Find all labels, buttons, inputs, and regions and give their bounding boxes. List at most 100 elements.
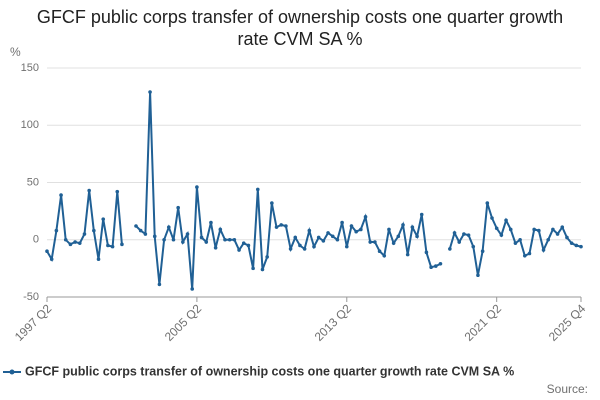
point [499,233,504,237]
point [195,185,199,189]
point [316,235,321,240]
point [106,243,110,248]
point [148,90,152,94]
point [373,240,377,244]
point [115,189,120,194]
point [340,220,344,225]
point [349,224,354,228]
point [476,273,480,278]
point [209,220,213,225]
point [569,241,574,245]
point [274,225,279,229]
point [415,234,419,239]
point [279,223,284,227]
point [522,253,527,258]
point [213,245,218,250]
point [298,243,302,248]
point [391,241,396,245]
point [232,237,237,242]
point [513,241,518,245]
point [574,243,579,248]
y-tick-label: -50 [23,291,39,303]
point [307,228,312,233]
point [77,241,82,245]
point [87,188,91,193]
point [302,247,307,251]
x-tick-label: 2013 Q2 [312,301,355,344]
point [335,237,340,242]
x-tick-label: 2025 Q4 [546,301,589,344]
legend-marker [9,369,15,375]
x-tick-label: 2005 Q2 [162,301,205,344]
point [96,257,101,262]
point [218,227,223,232]
point [448,247,452,251]
point [527,251,532,256]
point [120,242,124,247]
point [82,232,87,236]
y-tick-label: 100 [21,119,39,131]
point [504,218,508,223]
point [138,228,143,233]
point [326,231,330,235]
point [551,227,555,232]
point [204,240,209,244]
point [59,193,63,197]
point [171,237,176,242]
point [237,248,241,252]
point [363,215,368,219]
point [260,267,265,272]
point [176,205,180,210]
point [424,250,429,255]
point [433,264,438,268]
series-line [46,91,582,290]
point [565,235,569,240]
point [288,247,293,251]
point [466,233,471,237]
point [157,282,162,287]
point [401,223,405,227]
point [494,226,499,231]
point [162,237,166,242]
point [241,241,246,245]
source: Source: [547,382,588,396]
point [251,266,255,271]
point [579,244,583,249]
y-tick-label: 50 [27,176,39,188]
x-tick-label: 2021 Q2 [462,301,505,344]
point [452,231,457,235]
y-tick-label: 0 [33,234,39,246]
point [152,234,157,239]
point [68,242,73,247]
chart-title: GFCF public corps transfer of ownership … [36,7,564,49]
point [293,235,298,240]
point [508,227,513,232]
point [377,249,382,253]
point [227,237,232,242]
point [546,237,551,242]
point [223,237,227,242]
point [199,235,204,240]
point [537,228,541,233]
point [185,232,190,236]
point [54,228,59,233]
y-axis-label: % [10,45,21,59]
point [63,237,68,242]
point [541,248,546,252]
point [490,216,494,220]
point [405,252,410,257]
point [246,243,251,248]
point [181,240,185,244]
point [49,257,54,262]
point [560,225,565,229]
point [387,227,391,232]
point [166,225,171,229]
point [471,244,476,249]
point [518,237,522,242]
point [73,240,77,244]
point [438,261,443,266]
point [92,228,96,233]
point [265,255,269,259]
point [321,239,326,243]
